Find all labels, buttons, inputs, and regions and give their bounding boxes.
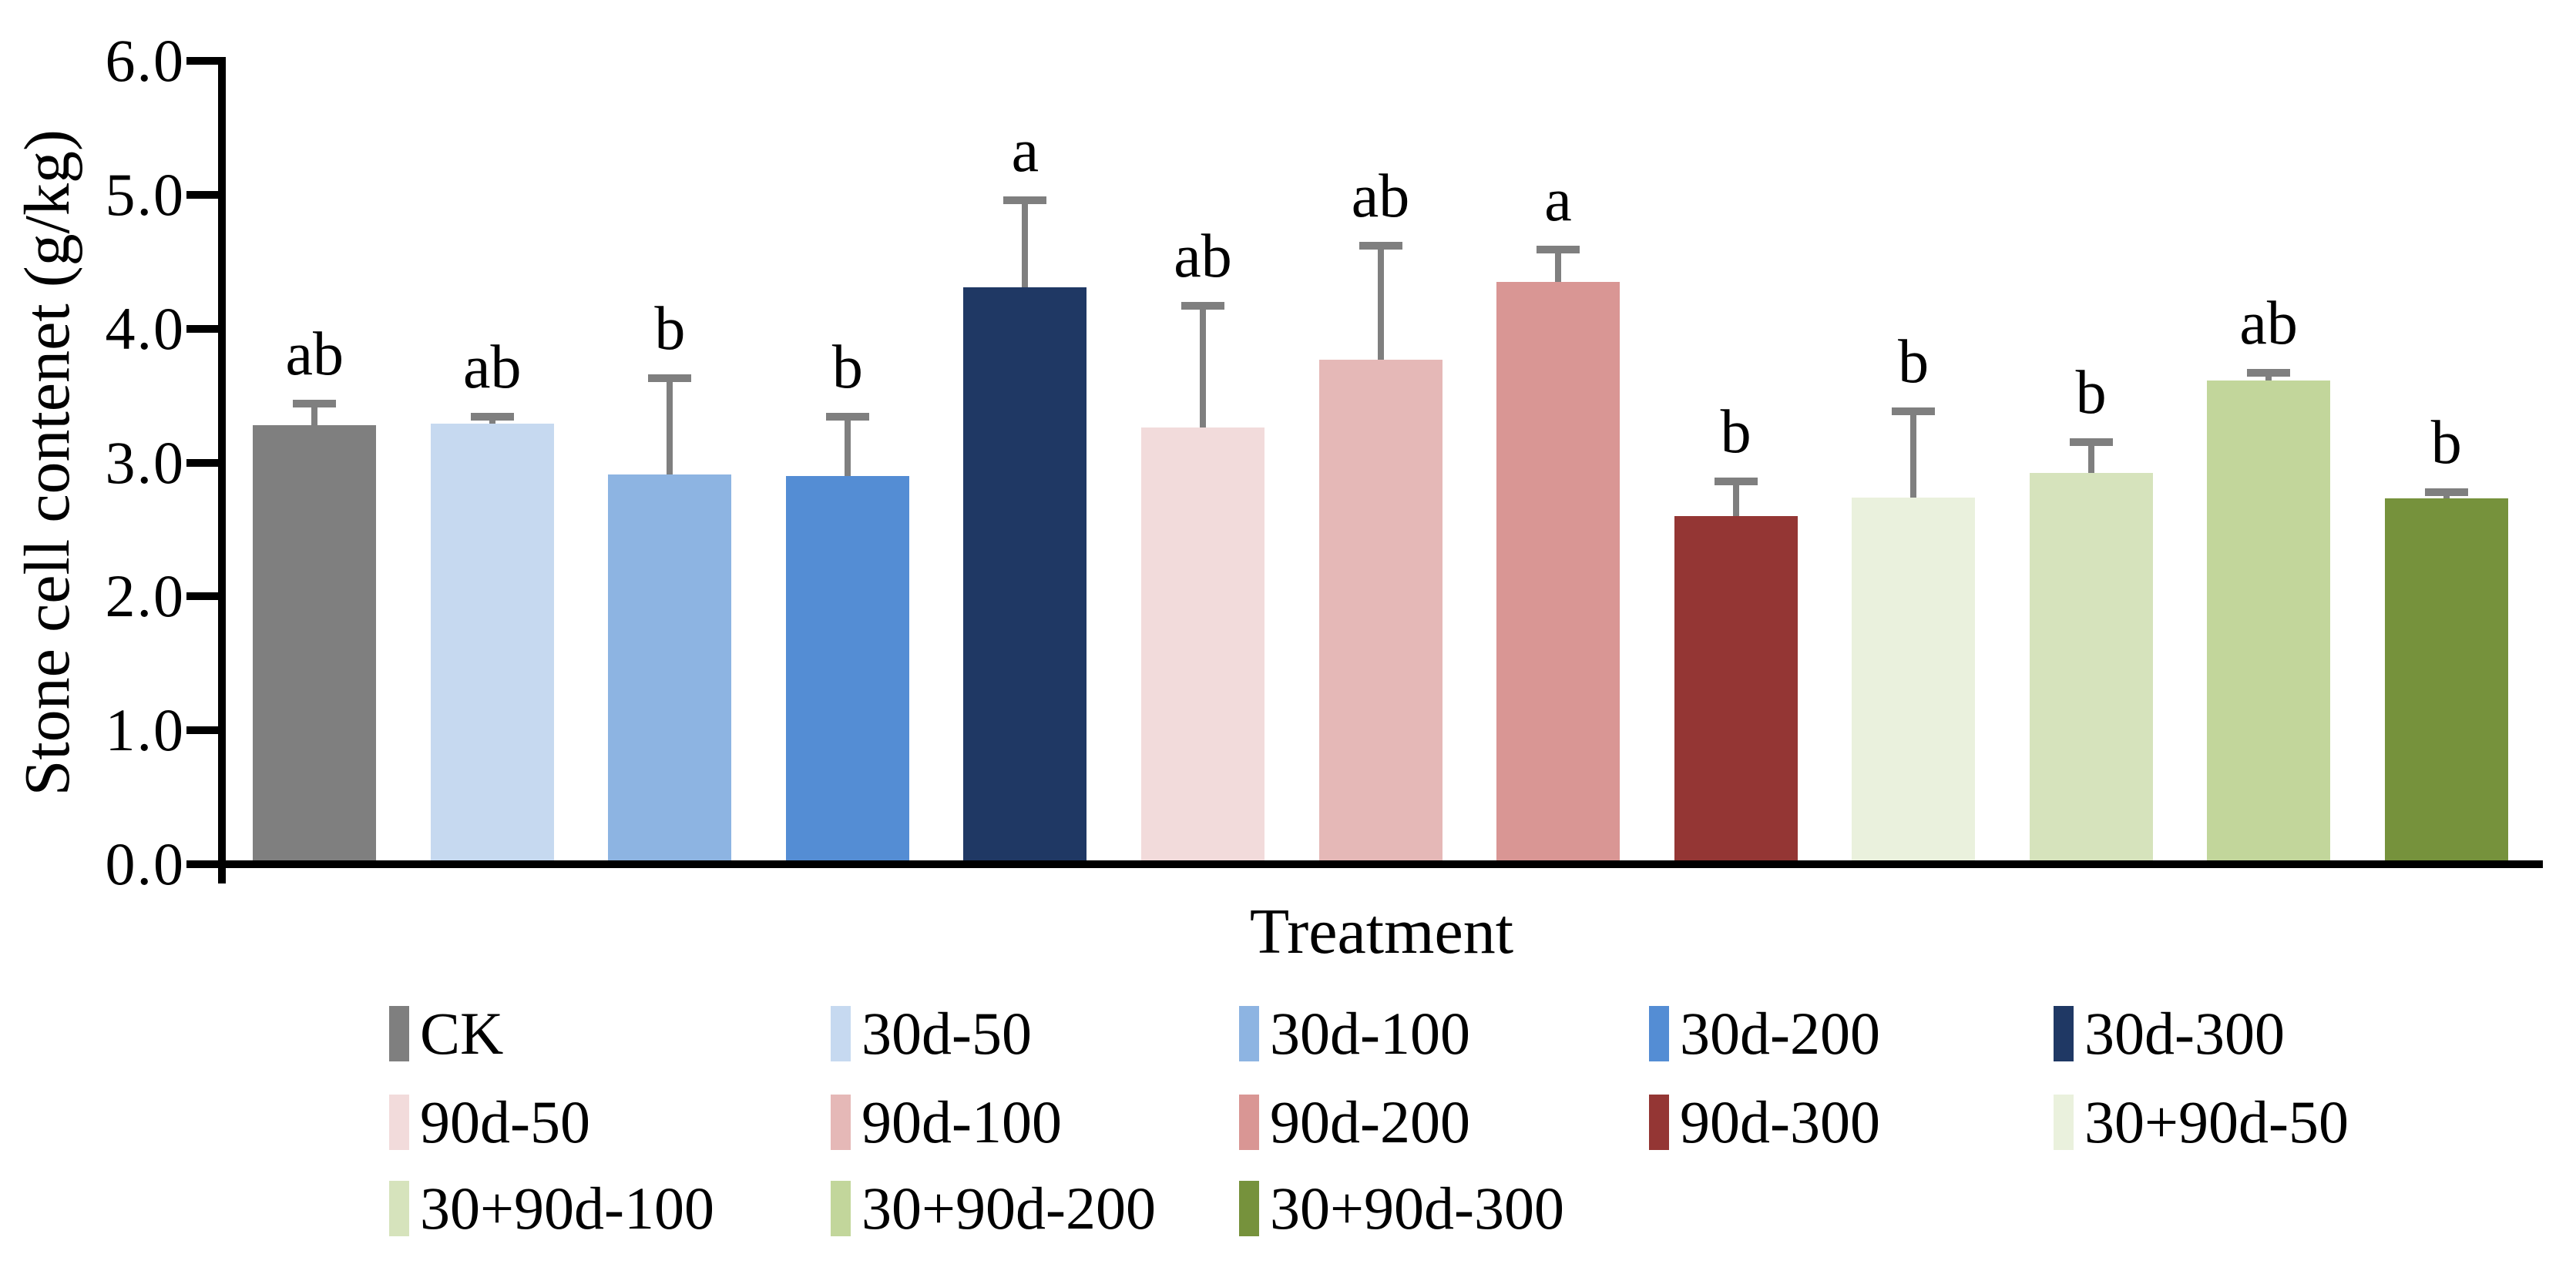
error-bar-cap-90d-300 bbox=[1714, 477, 1758, 485]
error-bar-stem-90d-200 bbox=[1555, 250, 1562, 282]
legend-swatch-30d-100 bbox=[1239, 1006, 1259, 1061]
legend: CK 30d-50 30d-100 30d-200 30d-300 90d-50 90d-1… bbox=[0, 986, 2576, 1264]
error-bar-cap-90d-100 bbox=[1359, 241, 1402, 250]
bar-30d-200 bbox=[785, 475, 909, 864]
bar-30d-100 bbox=[608, 474, 732, 864]
error-bar-stem-30+90d-100 bbox=[2087, 442, 2094, 474]
legend-label-30d-300: 30d-300 bbox=[2084, 1000, 2285, 1067]
legend-swatch-30+90d-200 bbox=[831, 1181, 851, 1236]
legend-label-90d-50: 90d-50 bbox=[420, 1088, 590, 1155]
y-tick-1.0 bbox=[186, 726, 222, 735]
error-bar-stem-90d-300 bbox=[1732, 481, 1739, 517]
y-tick-5.0 bbox=[186, 190, 222, 199]
sig-letter-30+90d-100: b bbox=[2075, 359, 2107, 427]
legend-label-CK: CK bbox=[420, 1000, 504, 1067]
x-axis-title: Treatment bbox=[1249, 896, 1514, 967]
sig-letter-30+90d-50: b bbox=[1898, 328, 1929, 397]
sig-letter-30d-300: a bbox=[1011, 116, 1039, 185]
bar-90d-100 bbox=[1318, 359, 1442, 864]
bar-30d-50 bbox=[430, 424, 554, 864]
y-tick-2.0 bbox=[186, 592, 222, 601]
sig-letter-30d-100: b bbox=[654, 294, 686, 363]
error-bar-cap-CK bbox=[293, 400, 337, 407]
error-bar-cap-30d-50 bbox=[470, 413, 514, 421]
legend-label-30d-50: 30d-50 bbox=[861, 1000, 1032, 1067]
sig-letter-90d-300: b bbox=[1720, 397, 1751, 466]
legend-swatch-30+90d-50 bbox=[2054, 1095, 2074, 1150]
legend-swatch-CK bbox=[389, 1006, 409, 1061]
bar-30+90d-100 bbox=[2029, 473, 2153, 864]
y-tick-6.0 bbox=[186, 57, 222, 65]
sig-letter-30d-200: b bbox=[831, 334, 863, 402]
legend-label-30+90d-50: 30+90d-50 bbox=[2084, 1088, 2349, 1155]
bar-90d-300 bbox=[1674, 516, 1798, 864]
error-bar-cap-90d-50 bbox=[1181, 302, 1224, 310]
sig-letter-30d-50: ab bbox=[463, 334, 522, 402]
error-bar-stem-30d-100 bbox=[667, 377, 673, 475]
bar-30+90d-50 bbox=[1852, 497, 1976, 864]
sig-letter-90d-50: ab bbox=[1174, 223, 1232, 291]
y-tick-label-4.0: 4.0 bbox=[105, 294, 185, 362]
error-bar-stem-90d-50 bbox=[1199, 306, 1206, 428]
sig-letter-90d-100: ab bbox=[1351, 162, 1410, 230]
bar-30d-300 bbox=[963, 287, 1087, 864]
error-bar-stem-30+90d-50 bbox=[1910, 411, 1917, 498]
error-bar-stem-30d-200 bbox=[844, 417, 851, 476]
legend-label-30+90d-200: 30+90d-200 bbox=[861, 1175, 1156, 1242]
legend-swatch-30+90d-100 bbox=[389, 1181, 409, 1236]
y-tick-label-1.0: 1.0 bbox=[105, 696, 185, 764]
legend-label-90d-200: 90d-200 bbox=[1270, 1088, 1470, 1155]
legend-label-90d-300: 90d-300 bbox=[1680, 1088, 1880, 1155]
legend-swatch-30+90d-300 bbox=[1239, 1181, 1259, 1236]
y-tick-4.0 bbox=[186, 324, 222, 333]
legend-label-90d-100: 90d-100 bbox=[861, 1088, 1062, 1155]
legend-label-30d-100: 30d-100 bbox=[1270, 1000, 1470, 1067]
legend-swatch-90d-50 bbox=[389, 1095, 409, 1150]
legend-label-30d-200: 30d-200 bbox=[1680, 1000, 1880, 1067]
legend-swatch-30d-200 bbox=[1649, 1006, 1669, 1061]
error-bar-cap-30+90d-200 bbox=[2247, 369, 2291, 377]
sig-letter-90d-200: a bbox=[1544, 166, 1572, 235]
y-tick-label-3.0: 3.0 bbox=[105, 428, 185, 496]
error-bar-stem-30d-300 bbox=[1022, 199, 1029, 287]
y-tick-3.0 bbox=[186, 458, 222, 467]
bar-30+90d-300 bbox=[2384, 498, 2508, 864]
legend-swatch-90d-300 bbox=[1649, 1095, 1669, 1150]
error-bar-cap-30+90d-100 bbox=[2069, 438, 2113, 447]
error-bar-cap-30+90d-50 bbox=[1892, 407, 1936, 416]
error-bar-cap-30d-200 bbox=[825, 413, 869, 421]
sig-letter-CK: ab bbox=[285, 320, 344, 388]
x-axis-line bbox=[186, 860, 2543, 868]
y-axis-line bbox=[218, 57, 226, 883]
bar-CK bbox=[253, 424, 377, 864]
bar-90d-200 bbox=[1496, 281, 1620, 864]
sig-letter-30+90d-300: b bbox=[2430, 408, 2462, 477]
legend-swatch-90d-200 bbox=[1239, 1095, 1259, 1150]
error-bar-cap-30d-100 bbox=[648, 374, 692, 382]
error-bar-stem-30+90d-200 bbox=[2265, 373, 2272, 381]
bar-30+90d-200 bbox=[2207, 381, 2331, 864]
legend-label-30+90d-300: 30+90d-300 bbox=[1270, 1175, 1564, 1242]
error-bar-stem-CK bbox=[311, 404, 318, 425]
legend-swatch-30d-300 bbox=[2054, 1006, 2074, 1061]
y-tick-label-6.0: 6.0 bbox=[105, 27, 185, 94]
bar-90d-50 bbox=[1140, 427, 1264, 864]
sig-letter-30+90d-200: ab bbox=[2239, 290, 2298, 358]
error-bar-cap-30d-300 bbox=[1003, 196, 1047, 204]
legend-swatch-30d-50 bbox=[831, 1006, 851, 1061]
error-bar-cap-90d-200 bbox=[1537, 246, 1580, 254]
legend-label-30+90d-100: 30+90d-100 bbox=[420, 1175, 714, 1242]
y-tick-label-2.0: 2.0 bbox=[105, 562, 185, 630]
error-bar-cap-30+90d-300 bbox=[2424, 488, 2468, 496]
y-tick-0.0 bbox=[186, 860, 222, 868]
y-tick-label-0.0: 0.0 bbox=[105, 830, 185, 897]
error-bar-stem-90d-100 bbox=[1377, 245, 1384, 360]
legend-swatch-90d-100 bbox=[831, 1095, 851, 1150]
y-tick-label-5.0: 5.0 bbox=[105, 160, 185, 228]
